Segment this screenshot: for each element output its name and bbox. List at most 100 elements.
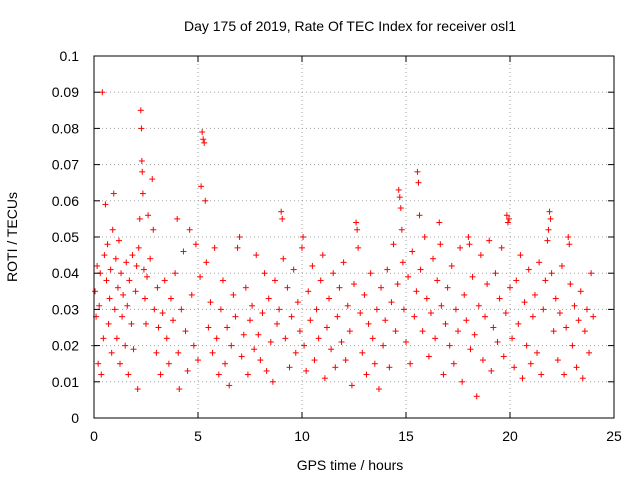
data-point — [224, 324, 231, 331]
data-point — [459, 378, 466, 385]
data-point — [184, 367, 191, 374]
data-point — [444, 284, 451, 291]
data-point — [180, 248, 187, 255]
data-point — [263, 367, 270, 374]
data-point — [106, 295, 113, 302]
data-point — [561, 371, 568, 378]
data-point — [118, 270, 125, 277]
data-point — [198, 183, 205, 190]
data-point — [100, 335, 107, 342]
data-point — [140, 266, 147, 273]
data-point — [303, 367, 310, 374]
data-point — [284, 284, 291, 291]
data-point — [99, 89, 106, 96]
data-point — [351, 281, 357, 288]
data-point — [378, 284, 385, 291]
x-tick-label: 20 — [502, 428, 518, 444]
data-point — [357, 310, 364, 317]
data-point — [421, 234, 428, 240]
data-point — [261, 270, 268, 277]
data-point — [469, 273, 476, 280]
data-point — [311, 357, 318, 364]
data-point — [525, 266, 532, 273]
data-point — [159, 310, 166, 317]
data-point — [457, 244, 464, 251]
data-point — [301, 342, 308, 349]
data-point — [346, 328, 353, 335]
y-tick-label: 0.03 — [52, 301, 79, 317]
data-point — [205, 324, 212, 331]
data-point — [573, 364, 580, 371]
data-point — [188, 291, 195, 298]
data-point — [203, 259, 210, 266]
data-point — [505, 215, 512, 222]
data-point — [577, 288, 584, 295]
data-point — [240, 331, 247, 338]
data-point — [222, 360, 229, 367]
data-point — [186, 226, 193, 233]
data-point — [353, 219, 360, 226]
y-tick-label: 0.1 — [60, 48, 80, 64]
data-point — [96, 302, 103, 309]
data-point — [111, 306, 118, 313]
data-point — [440, 371, 447, 378]
data-point — [149, 176, 156, 183]
data-point — [175, 349, 182, 356]
data-point — [265, 295, 272, 302]
data-point — [170, 317, 177, 324]
data-point — [340, 259, 347, 266]
data-point — [473, 393, 480, 400]
data-point — [200, 136, 207, 143]
data-point — [300, 234, 307, 240]
data-point — [147, 255, 154, 262]
y-axis-label: ROTI / TECUs — [4, 192, 20, 282]
data-point — [192, 241, 199, 248]
data-point — [547, 215, 554, 222]
data-point — [527, 360, 534, 367]
data-point — [98, 371, 105, 378]
data-point — [415, 179, 422, 186]
data-point — [128, 320, 135, 327]
x-tick-label: 5 — [194, 428, 202, 444]
data-point — [292, 349, 299, 356]
data-point — [332, 364, 339, 371]
data-point — [554, 357, 561, 364]
data-point — [496, 295, 503, 302]
data-point — [110, 190, 117, 197]
data-point — [151, 306, 158, 313]
data-point — [253, 252, 260, 259]
data-point — [545, 226, 552, 233]
data-point — [434, 277, 441, 284]
data-point — [135, 244, 142, 251]
data-point — [509, 335, 516, 342]
data-point — [575, 317, 582, 324]
y-tick-label: 0.05 — [52, 229, 79, 245]
data-point — [132, 288, 139, 295]
data-point — [502, 310, 509, 317]
data-point — [211, 244, 218, 251]
data-point — [209, 349, 216, 356]
data-point — [531, 291, 538, 298]
data-point — [145, 212, 152, 219]
data-point — [338, 338, 345, 345]
data-point — [267, 338, 274, 345]
data-point — [138, 125, 145, 132]
data-point — [288, 313, 295, 320]
data-point — [486, 237, 493, 244]
data-point — [507, 284, 513, 291]
data-point — [488, 367, 495, 374]
data-point — [354, 226, 361, 233]
data-point — [228, 342, 235, 349]
data-point — [299, 244, 305, 251]
y-tick-label: 0.06 — [52, 193, 79, 209]
data-point — [95, 360, 102, 367]
data-point — [274, 320, 281, 327]
data-point — [515, 320, 522, 327]
data-point — [257, 357, 264, 364]
data-point — [419, 328, 426, 335]
data-point — [178, 306, 185, 313]
data-point — [271, 277, 278, 284]
data-point — [112, 255, 119, 262]
data-point — [400, 306, 407, 313]
